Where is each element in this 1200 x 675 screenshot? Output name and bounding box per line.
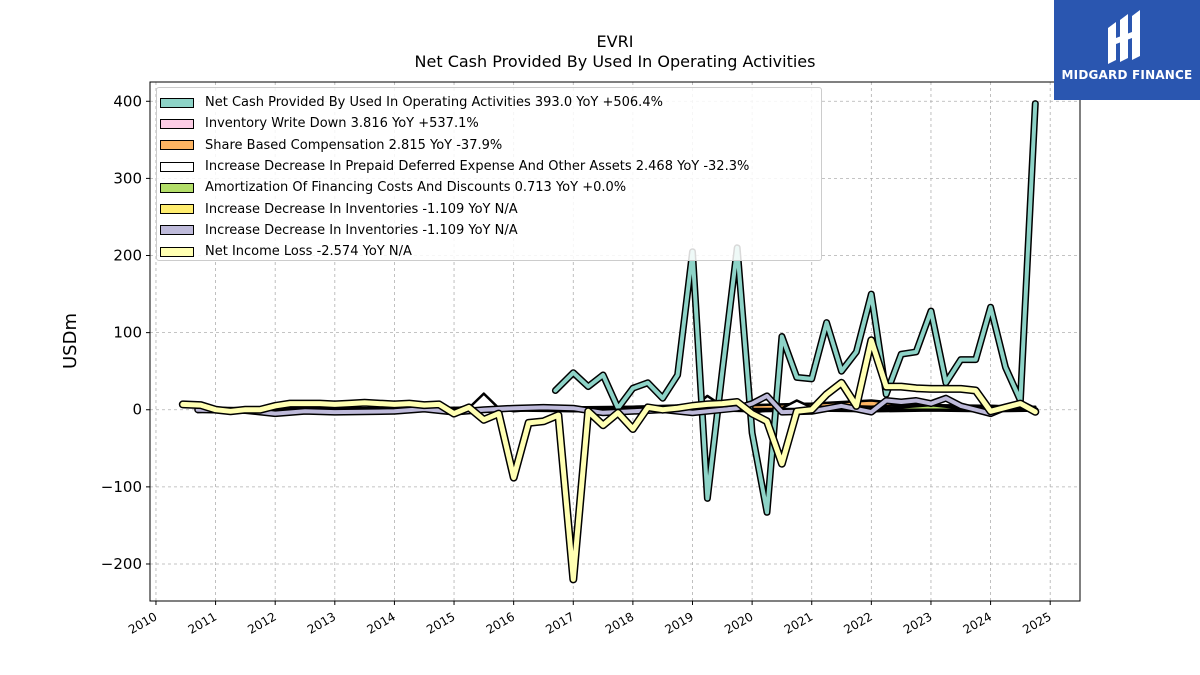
x-tick-label: 2020: [722, 609, 755, 636]
legend-item: Net Cash Provided By Used In Operating A…: [157, 92, 821, 113]
plot-frame: [149, 81, 1081, 602]
x-tick-label: 2019: [663, 609, 696, 636]
legend-label: Net Cash Provided By Used In Operating A…: [205, 95, 663, 111]
legend-label: Inventory Write Down 3.816 YoY +537.1%: [205, 116, 479, 132]
logo-text: MIDGARD FINANCE: [1061, 68, 1193, 82]
legend-label: Amortization Of Financing Costs And Disc…: [205, 180, 627, 196]
y-tick-label: 200: [113, 247, 142, 265]
legend-item: Net Income Loss -2.574 YoY N/A: [157, 241, 821, 262]
y-tick-label: 100: [113, 324, 142, 342]
legend: Net Cash Provided By Used In Operating A…: [156, 87, 822, 261]
legend-swatch: [160, 225, 194, 236]
x-tick-label: 2014: [364, 609, 397, 636]
series-lines: [178, 100, 1040, 584]
x-tick-label: 2011: [186, 609, 219, 636]
legend-label: Increase Decrease In Inventories -1.109 …: [205, 201, 518, 217]
legend-swatch: [160, 161, 194, 172]
legend-item: Increase Decrease In Prepaid Deferred Ex…: [157, 156, 821, 177]
legend-swatch: [160, 182, 194, 193]
x-tick-label: 2016: [484, 609, 517, 636]
x-tick-label: 2025: [1020, 609, 1053, 636]
legend-swatch: [160, 140, 194, 151]
legend-swatch: [160, 118, 194, 129]
x-tick-label: 2015: [424, 609, 457, 636]
y-tick-label: −200: [101, 555, 142, 573]
logo-mark-icon: [1108, 10, 1140, 64]
y-axis-label: USDm: [60, 313, 81, 369]
y-tick-label: 300: [113, 169, 142, 187]
legend-label: Share Based Compensation 2.815 YoY -37.9…: [205, 137, 503, 153]
series-line-net-income-loss-7: [180, 337, 1038, 582]
legend-label: Net Income Loss -2.574 YoY N/A: [205, 244, 412, 260]
legend-item: Share Based Compensation 2.815 YoY -37.9…: [157, 135, 821, 156]
y-tick-label: 400: [113, 92, 142, 110]
x-tick-label: 2022: [841, 609, 874, 636]
legend-swatch: [160, 204, 194, 215]
series-line-increase-decrease-in-inventories-6: [195, 393, 1038, 416]
legend-label: Increase Decrease In Inventories -1.109 …: [205, 222, 518, 238]
x-tick-label: 2023: [901, 609, 934, 636]
chart-subtitle: Net Cash Provided By Used In Operating A…: [414, 52, 816, 71]
x-tick-label: 2021: [782, 609, 815, 636]
y-tick-label: −100: [101, 478, 142, 496]
x-tick-label: 2024: [961, 609, 994, 636]
x-tick-label: 2012: [245, 609, 278, 636]
legend-item: Inventory Write Down 3.816 YoY +537.1%: [157, 113, 821, 134]
legend-item: Increase Decrease In Inventories -1.109 …: [157, 198, 821, 219]
x-tick-label: 2013: [305, 609, 338, 636]
x-tick-label: 2018: [603, 609, 636, 636]
x-tick-label: 2017: [543, 609, 576, 636]
legend-swatch: [160, 246, 194, 257]
x-tick-label: 2010: [126, 609, 159, 636]
y-tick-label: 0: [132, 401, 142, 419]
series-line-net-cash-provided-by-used-in-operating-activities-0: [553, 101, 1038, 515]
legend-item: Increase Decrease In Inventories -1.109 …: [157, 220, 821, 241]
series-outline-net-income-loss-7: [178, 336, 1040, 584]
chart-title: EVRI: [596, 32, 634, 51]
legend-swatch: [160, 97, 194, 108]
brand-logo: MIDGARD FINANCE: [1054, 0, 1200, 100]
legend-label: Increase Decrease In Prepaid Deferred Ex…: [205, 159, 750, 175]
legend-item: Amortization Of Financing Costs And Disc…: [157, 177, 821, 198]
